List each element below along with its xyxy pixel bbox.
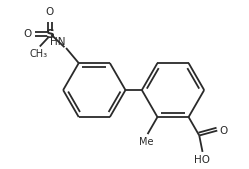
Text: CH₃: CH₃ [29,50,47,59]
Text: O: O [219,126,228,136]
Text: HN: HN [50,37,65,47]
Text: Me: Me [139,137,153,147]
Text: O: O [23,29,31,39]
Text: S: S [45,28,54,41]
Text: HO: HO [194,155,210,165]
Text: O: O [46,7,54,17]
